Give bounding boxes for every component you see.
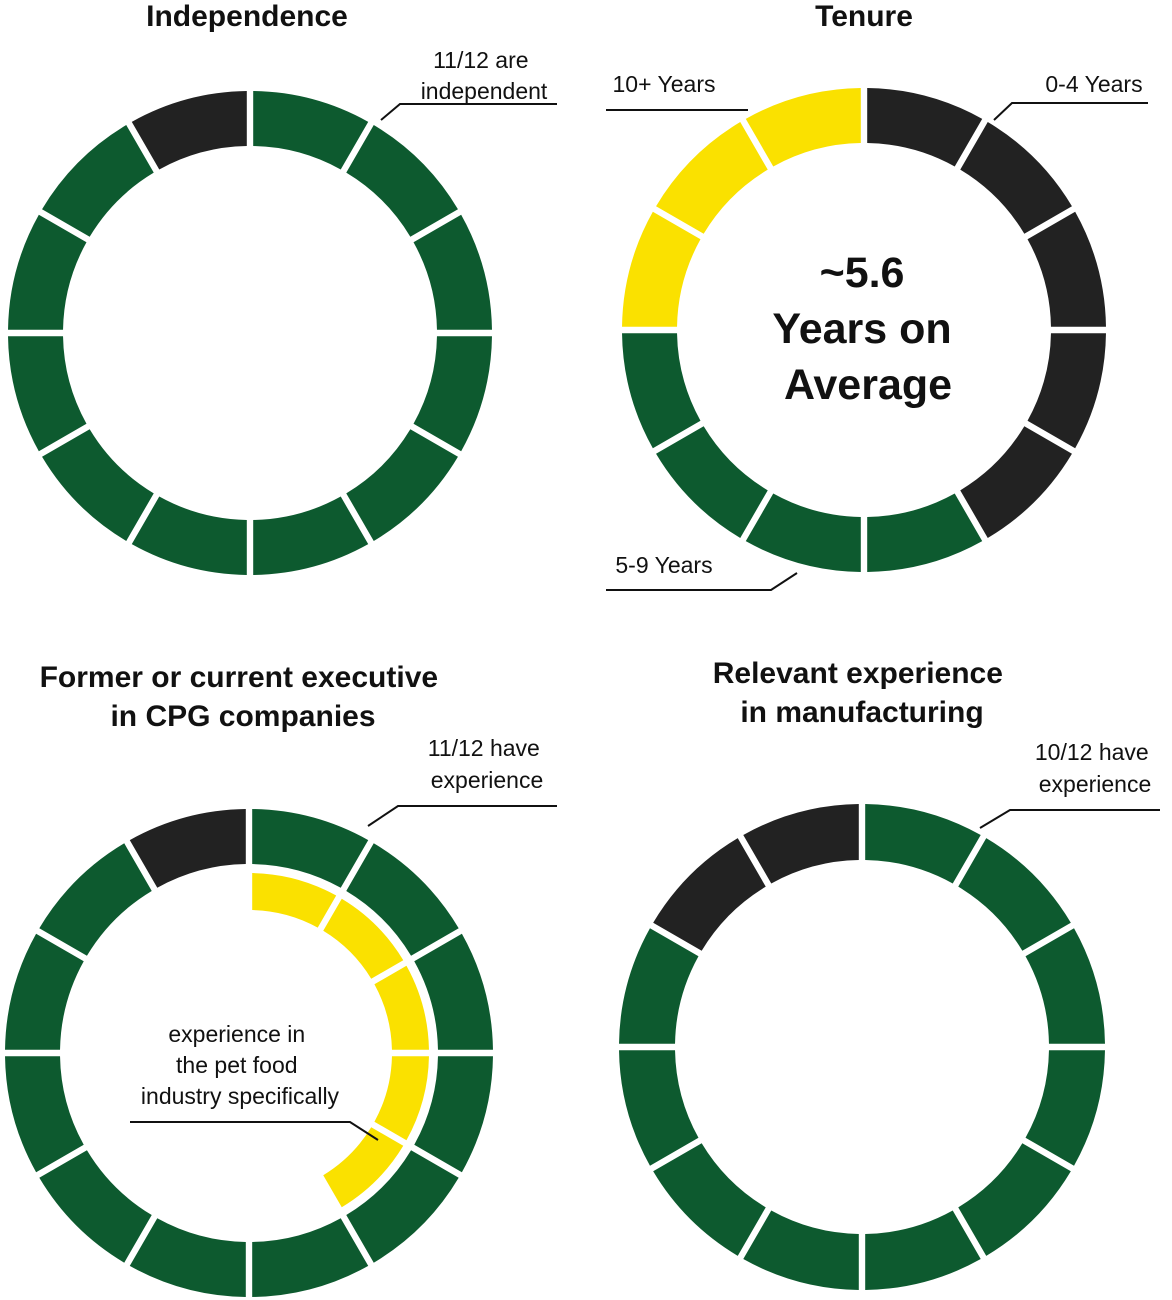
manufacturing-annotation-line-2: experience <box>1039 771 1152 797</box>
donut-segment-green <box>958 838 1071 951</box>
independence-donut <box>8 91 492 575</box>
donut-segment-green <box>5 1056 84 1173</box>
donut-segment-black <box>129 809 246 888</box>
manufacturing-annotation: 10/12 have experience <box>1035 739 1155 797</box>
donut-segment-green <box>414 933 493 1050</box>
tenure-center-line-3: Average <box>784 361 952 409</box>
donut-segment-green <box>346 125 458 237</box>
donut-segment-green <box>865 1210 981 1290</box>
donut-segment-yellow <box>745 88 861 167</box>
pet-food-inner-arc <box>252 873 429 1208</box>
tenure-center-line-2: Years on <box>772 305 951 353</box>
donut-segment-black <box>960 122 1072 234</box>
independence-title-line-1: Independence <box>146 0 348 33</box>
donut-segment-green <box>653 1143 766 1256</box>
donut-segment-green <box>253 496 369 575</box>
pet-food-annotation: experience in the pet food industry spec… <box>141 1021 340 1109</box>
donut-segment-green <box>346 1150 459 1263</box>
independence-chart: Independence 11/12 are independent <box>8 0 557 575</box>
donut-segment-green <box>39 1150 152 1263</box>
manufacturing-title: Relevant experience in manufacturing <box>713 657 1012 729</box>
tenure-chart: Tenure ~5.6 Years on Average 0-4 Years 1… <box>606 0 1148 591</box>
donut-segment-green <box>346 843 459 956</box>
donut-segment-green <box>129 1218 246 1297</box>
pet-food-annotation-line-3: industry specifically <box>141 1083 340 1109</box>
donut-segment-black <box>653 838 766 951</box>
donut-segment-green <box>413 214 492 330</box>
donut-segment-green <box>867 493 983 572</box>
donut-segment-black <box>1027 333 1106 449</box>
cpg-annotation-leader <box>367 805 557 827</box>
donut-segment-green <box>413 336 492 452</box>
donut-segment-green <box>745 493 861 572</box>
donut-segment-green <box>1025 928 1105 1044</box>
pet-food-annotation-line-2: the pet food <box>176 1052 298 1078</box>
tenure-5-9-label: 5-9 Years <box>615 552 712 578</box>
tenure-10plus-label: 10+ Years <box>613 71 716 97</box>
donut-segment-green <box>958 1143 1071 1256</box>
donut-segment-black <box>1027 211 1106 327</box>
cpg-annotation-line-2: experience <box>431 767 544 793</box>
cpg-annotation-line-1: 11/12 have <box>428 735 540 761</box>
donut-segment-green <box>865 804 981 884</box>
donut-segment-green <box>619 1050 699 1166</box>
donut-segment-green <box>346 429 458 541</box>
tenure-center-line-1: ~5.6 <box>820 249 905 297</box>
donut-segment-green <box>1025 1050 1105 1166</box>
tenure-0-4-label: 0-4 Years <box>1045 71 1142 97</box>
donut-segment-green <box>39 843 152 956</box>
independence-annotation-line-2: independent <box>421 78 548 104</box>
tenure-title: Tenure <box>815 0 913 33</box>
donut-segment-black <box>960 426 1072 538</box>
pet-food-annotation-leader <box>130 1121 379 1141</box>
donut-segment-green <box>252 1218 369 1297</box>
donut-segment-green <box>42 429 154 541</box>
cpg-title: Former or current executive in CPG compa… <box>40 661 447 733</box>
donut-segment-green <box>743 1210 859 1290</box>
manufacturing-donut <box>619 804 1105 1290</box>
manufacturing-title-line-2: in manufacturing <box>740 696 983 729</box>
donut-segment-black <box>743 804 859 884</box>
donut-segment-yellow <box>656 122 768 234</box>
inner-segment-yellow <box>323 898 404 979</box>
cpg-annotation: 11/12 have experience <box>428 735 547 793</box>
donut-segment-black <box>867 88 983 167</box>
donut-segment-green <box>252 809 369 888</box>
inner-segment-yellow <box>252 873 337 928</box>
manufacturing-annotation-line-1: 10/12 have <box>1035 739 1149 765</box>
donut-segment-green <box>619 928 699 1044</box>
donut-segment-yellow <box>622 211 701 327</box>
inner-segment-yellow <box>374 965 429 1050</box>
tenure-donut <box>622 88 1106 572</box>
tenure-5-9-leader <box>606 572 798 591</box>
donut-segment-green <box>42 125 154 237</box>
inner-segment-yellow <box>374 1056 429 1141</box>
donut-segment-green <box>656 426 768 538</box>
donut-segment-green <box>8 336 87 452</box>
tenure-center-label: ~5.6 Years on Average <box>772 249 963 409</box>
manufacturing-annotation-leader <box>979 809 1160 829</box>
pet-food-annotation-line-1: experience in <box>168 1021 305 1047</box>
manufacturing-title-line-1: Relevant experience <box>713 657 1003 690</box>
independence-annotation-leader <box>380 103 557 121</box>
independence-title: Independence <box>146 0 348 33</box>
donut-segment-green <box>622 333 701 449</box>
donut-segment-green <box>5 933 84 1050</box>
donut-segment-green <box>414 1056 493 1173</box>
cpg-title-line-2: in CPG companies <box>110 700 375 733</box>
donut-segment-green <box>253 91 369 170</box>
donut-segment-black <box>131 91 247 170</box>
inner-segment-yellow <box>323 1127 404 1208</box>
independence-annotation: 11/12 are independent <box>421 47 548 104</box>
manufacturing-chart: Relevant experience in manufacturing 10/… <box>619 657 1160 1290</box>
donut-segment-green <box>8 214 87 330</box>
cpg-title-line-1: Former or current executive <box>40 661 438 694</box>
independence-annotation-line-1: 11/12 are <box>433 47 528 73</box>
donut-segment-green <box>131 496 247 575</box>
tenure-0-4-leader <box>993 102 1148 121</box>
cpg-donut <box>5 809 493 1297</box>
tenure-title-line-1: Tenure <box>815 0 913 33</box>
cpg-executive-chart: Former or current executive in CPG compa… <box>5 661 557 1297</box>
